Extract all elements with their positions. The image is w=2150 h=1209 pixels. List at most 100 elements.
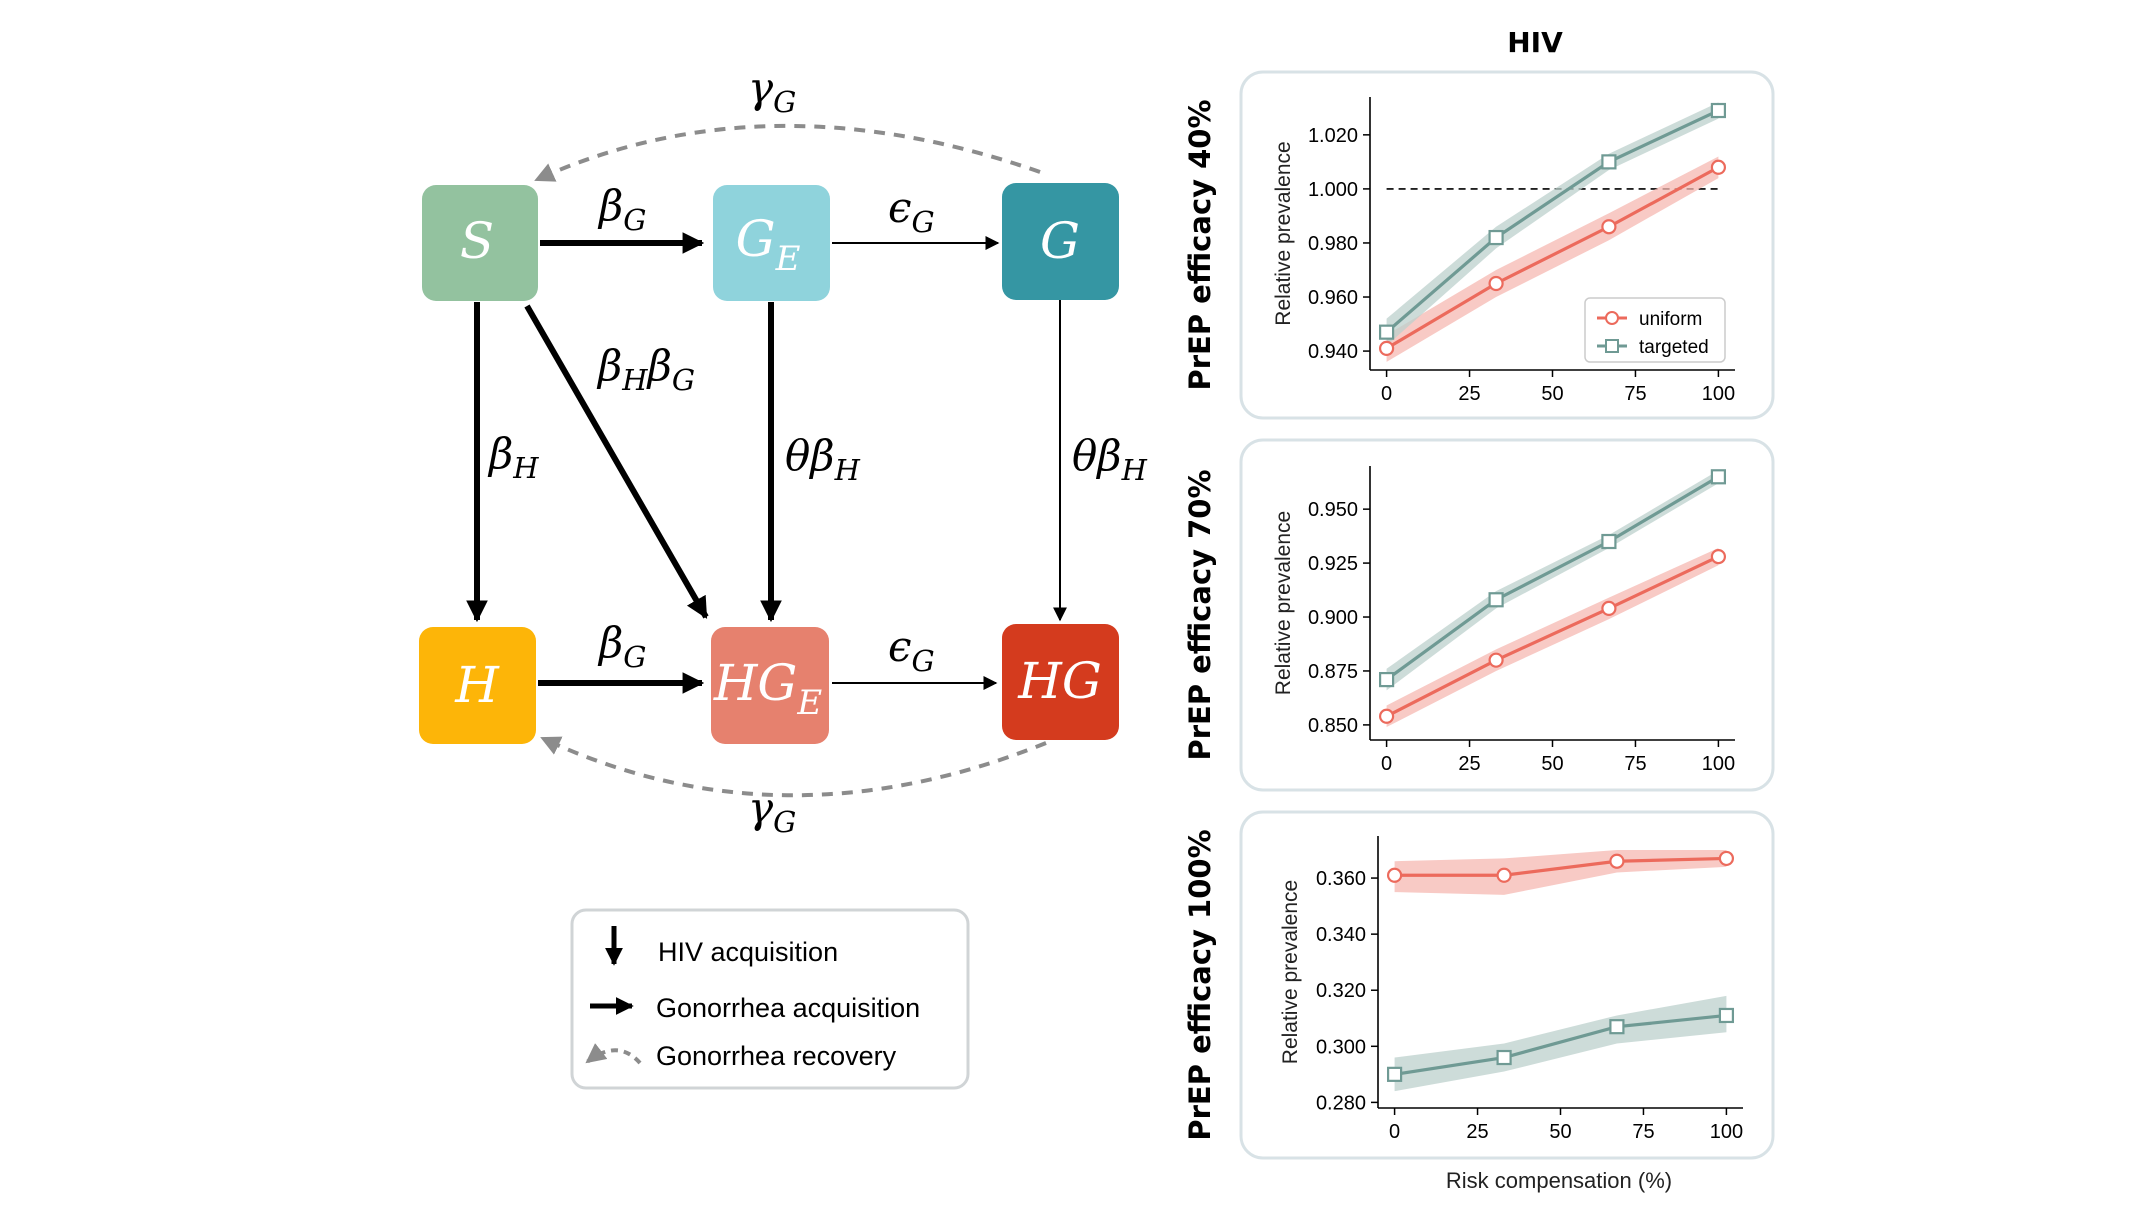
legend-label: uniform xyxy=(1639,309,1702,330)
label-eps-g-bottom: ϵG xyxy=(888,622,935,678)
svg-text:H: H xyxy=(454,656,500,714)
y-tick-label: 0.980 xyxy=(1308,233,1358,255)
uniform-point xyxy=(1710,549,1727,565)
node-hge-sub: E xyxy=(796,683,822,723)
y-tick-label: 0.360 xyxy=(1316,868,1366,890)
x-tick-label: 50 xyxy=(1549,1121,1571,1143)
targeted-point xyxy=(1378,671,1395,688)
uniform-point xyxy=(1378,340,1395,356)
recovery-arc-bottom xyxy=(540,736,1047,798)
row-label: PrEP efficacy 70% xyxy=(1183,469,1217,760)
targeted-point xyxy=(1496,1049,1512,1066)
row-label: PrEP efficacy 100% xyxy=(1183,829,1217,1140)
charts-column: HIV PrEP efficacy 40% Relative prevalence… xyxy=(1183,26,1775,1193)
x-tick-label: 0 xyxy=(1381,753,1392,775)
y-tick-label: 0.925 xyxy=(1308,553,1358,575)
uniform-point xyxy=(1386,867,1403,883)
state-diagram: S GE G H HGE HG γG γG βG βG ϵG ϵG βH βHβ… xyxy=(419,63,1148,1090)
svg-text:S: S xyxy=(460,212,494,270)
node-h: H xyxy=(419,627,536,744)
svg-text:HGE: HGE xyxy=(713,654,823,723)
targeted-point xyxy=(1609,1019,1625,1035)
targeted-point xyxy=(1710,469,1727,485)
node-g-label: G xyxy=(1040,212,1080,270)
uniform-series-line xyxy=(1394,856,1727,877)
diagram-legend: HIV acquisition Gonorrhea acquisition Go… xyxy=(570,908,970,1090)
uniform-point xyxy=(1488,652,1504,668)
uniform-confidence-band xyxy=(1386,547,1719,728)
legend-hiv-label: HIV acquisition xyxy=(658,937,838,967)
uniform-point xyxy=(1601,600,1617,616)
x-tick-label: 50 xyxy=(1541,383,1563,405)
svg-text:GE: GE xyxy=(736,210,801,279)
y-tick-label: 0.950 xyxy=(1308,499,1358,521)
node-s-label: S xyxy=(460,212,494,270)
uniform-point xyxy=(1609,853,1625,869)
y-tick-label: 0.940 xyxy=(1308,341,1358,363)
node-ge-sub: E xyxy=(775,239,801,279)
targeted-series-line xyxy=(1385,475,1720,681)
legend-marker xyxy=(1605,311,1619,325)
x-tick-label: 75 xyxy=(1632,1121,1654,1143)
y-axis-label: Relative prevalence xyxy=(1272,141,1295,325)
legend-gon-rec-arrow xyxy=(585,1043,642,1065)
uniform-series-line xyxy=(1385,165,1720,350)
uniform-series-line xyxy=(1385,555,1720,718)
y-axis-label: Relative prevalence xyxy=(1272,511,1295,695)
uniform-point xyxy=(1718,850,1735,867)
targeted-point xyxy=(1378,324,1395,340)
y-tick-label: 0.900 xyxy=(1308,607,1358,629)
chart-efficacy-40: PrEP efficacy 40% Relative prevalence 0.94… xyxy=(1183,97,1735,405)
panel-frame-3 xyxy=(1239,810,1775,1160)
x-tick-label: 0 xyxy=(1381,383,1392,405)
legend-label: targeted xyxy=(1639,337,1709,358)
x-axis-label: Risk compensation (%) xyxy=(1446,1168,1672,1193)
targeted-series-line xyxy=(1385,109,1720,334)
x-tick-label: 0 xyxy=(1389,1121,1400,1143)
y-tick-label: 0.850 xyxy=(1308,715,1358,737)
x-tick-label: 25 xyxy=(1466,1121,1488,1143)
y-tick-label: 1.020 xyxy=(1308,125,1358,147)
uniform-point xyxy=(1488,275,1504,292)
y-tick-label: 0.960 xyxy=(1308,287,1358,309)
node-ge: GE xyxy=(713,185,830,301)
x-tick-label: 50 xyxy=(1541,753,1563,775)
x-tick-label: 25 xyxy=(1458,383,1480,405)
y-axis-label: Relative prevalence xyxy=(1279,880,1302,1064)
chart-efficacy-100: PrEP efficacy 100% Relative prevalence 0.2… xyxy=(1183,829,1743,1143)
targeted-point xyxy=(1386,1066,1403,1082)
targeted-point xyxy=(1710,102,1727,119)
svg-text:G: G xyxy=(1040,212,1080,270)
recovery-arc-top xyxy=(534,124,1041,182)
targeted-point xyxy=(1488,592,1504,608)
label-beta-h: βH xyxy=(487,429,539,485)
label-theta-beta-h-right: θβH xyxy=(1072,431,1148,487)
node-hg: HG xyxy=(1002,624,1119,740)
node-hge-label: HG xyxy=(713,654,798,712)
x-tick-label: 100 xyxy=(1702,753,1735,775)
targeted-point xyxy=(1601,533,1617,550)
y-tick-label: 0.280 xyxy=(1316,1092,1366,1114)
x-tick-label: 100 xyxy=(1710,1121,1743,1143)
chart-efficacy-70: PrEP efficacy 70% Relative prevalence 0.85… xyxy=(1183,466,1735,775)
label-eps-g-top: ϵG xyxy=(888,183,935,239)
label-gamma-bottom: γG xyxy=(748,783,796,839)
arrow-s-to-hge xyxy=(524,304,709,619)
legend-gon-rec-label: Gonorrhea recovery xyxy=(656,1041,897,1071)
x-tick-label: 75 xyxy=(1624,753,1646,775)
node-s: S xyxy=(422,185,538,301)
label-beta-h-beta-g: βHβG xyxy=(596,341,695,397)
y-tick-label: 0.340 xyxy=(1316,924,1366,946)
node-hge: HGE xyxy=(711,627,829,744)
targeted-point xyxy=(1488,229,1504,246)
node-hg-label: HG xyxy=(1017,652,1102,710)
y-tick-label: 0.300 xyxy=(1316,1036,1366,1058)
uniform-point xyxy=(1378,708,1395,724)
x-tick-label: 100 xyxy=(1702,383,1735,405)
node-g: G xyxy=(1002,183,1119,300)
node-ge-label: G xyxy=(736,210,776,268)
x-tick-label: 75 xyxy=(1624,383,1646,405)
targeted-point xyxy=(1718,1007,1735,1024)
uniform-confidence-band xyxy=(1386,156,1719,362)
